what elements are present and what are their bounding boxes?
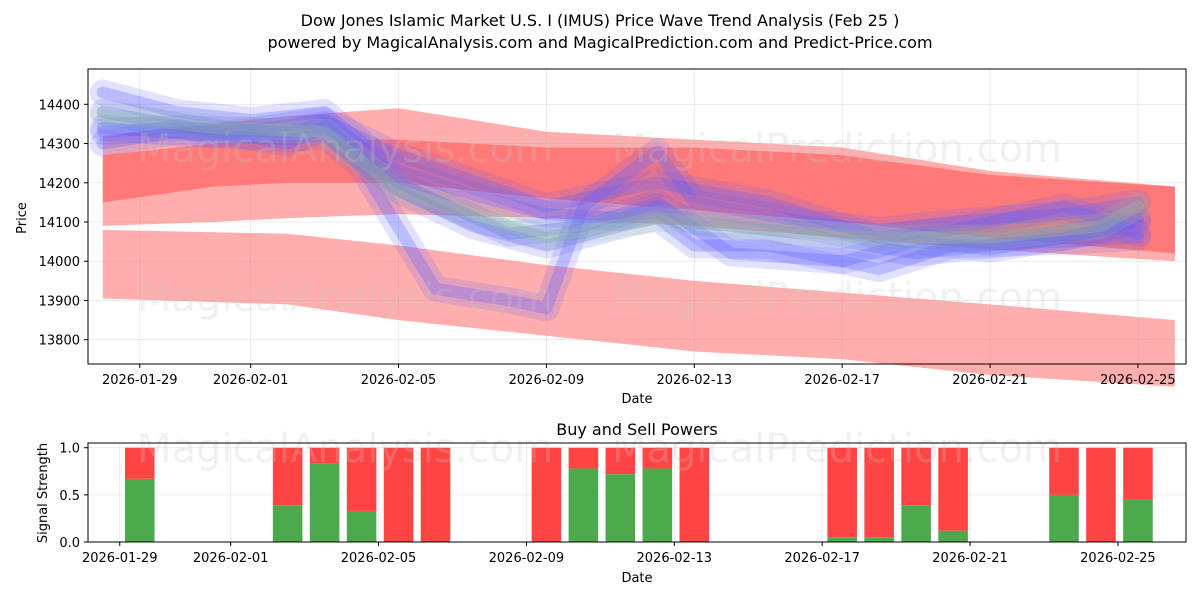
buy-bar (901, 505, 931, 542)
price-plot-frame (87, 68, 1187, 365)
price-wave-glow-1 (89, 118, 1151, 322)
chart-title: Dow Jones Islamic Market U.S. I (IMUS) P… (301, 11, 900, 30)
sell-bar (568, 447, 599, 469)
price-wave-glow-0 (89, 79, 1151, 267)
buy-bar (272, 505, 303, 542)
buy-bar (568, 468, 599, 542)
watermark-analysis-mid: MagicalAnalysis.com (137, 275, 553, 321)
buy-bar (1123, 499, 1153, 542)
price-bands (102, 108, 1175, 387)
price-y-tick-label: 13800 (39, 334, 80, 349)
buy-bar (938, 530, 968, 542)
sell-bar (679, 447, 710, 542)
chart-subtitle: powered by MagicalAnalysis.com and Magic… (267, 33, 932, 52)
signal-axes: 2026-01-29 2026-02-01 2026-02-05 2026-02-09… (59, 442, 1155, 566)
price-wave-glow-3 (89, 99, 1151, 275)
signal-x-tick-label: 2026-02-13 (637, 551, 713, 566)
price-wave-5 (96, 110, 1144, 244)
sell-bar (864, 447, 894, 538)
sell-bar (420, 447, 451, 542)
watermark-analysis-bottom: MagicalAnalysis.com (137, 426, 553, 472)
price-band-2 (102, 229, 1175, 387)
price-wave-chart: MagicalAnalysis.com MagicalPrediction.co… (15, 68, 1187, 407)
price-y-tick-label: 14400 (39, 98, 80, 113)
buy-bar (642, 468, 673, 542)
sell-bar (827, 447, 857, 538)
signal-y-tick-label: 0.0 (59, 536, 80, 551)
price-x-tick-label: 2026-02-21 (952, 373, 1028, 388)
price-x-tick-label: 2026-02-17 (804, 373, 880, 388)
price-y-tick-label: 14200 (39, 177, 80, 192)
signal-x-tick-label: 2026-02-21 (932, 551, 1008, 566)
signal-x-tick-label: 2026-02-25 (1080, 551, 1156, 566)
price-wave-4 (96, 113, 1144, 244)
signal-plot-frame (87, 442, 1187, 543)
watermark-analysis-top: MagicalAnalysis.com (137, 126, 553, 172)
price-y-tick-label: 14300 (39, 138, 80, 153)
price-x-tick-label: 2026-02-25 (1100, 373, 1176, 388)
signal-x-tick-label: 2026-02-17 (784, 551, 860, 566)
price-wave-0 (96, 86, 1144, 260)
sell-bar (272, 447, 303, 506)
sell-bar (1049, 447, 1079, 495)
buy-bar (309, 463, 340, 542)
price-x-tick-label: 2026-02-01 (213, 373, 289, 388)
price-y-tick-label: 13900 (39, 294, 80, 309)
sell-bar (309, 447, 340, 464)
price-band-1 (102, 139, 1175, 254)
price-x-axis-label: Date (621, 392, 652, 407)
watermark-prediction-bottom: MagicalPrediction.com (612, 426, 1062, 472)
price-y-axis-label: Price (15, 202, 30, 234)
price-wave-2 (96, 117, 1144, 276)
price-x-tick-label: 2026-02-05 (361, 373, 437, 388)
signal-bars (124, 447, 1153, 542)
sell-bar (383, 447, 414, 542)
sell-bar (1123, 447, 1153, 500)
buy-bar (605, 474, 636, 542)
buy-sell-powers-chart: Buy and Sell Powers MagicalAnalysis.com … (36, 420, 1187, 586)
sell-bar (346, 447, 377, 511)
price-axes: 2026-01-29 2026-02-01 2026-02-05 2026-02-09… (39, 98, 1176, 388)
sell-bar (531, 447, 562, 542)
price-x-tick-label: 2026-02-13 (657, 373, 733, 388)
price-y-tick-label: 14100 (39, 216, 80, 231)
sell-bar (124, 447, 155, 479)
watermark-prediction-top: MagicalPrediction.com (612, 126, 1062, 172)
signal-x-tick-label: 2026-02-09 (489, 551, 565, 566)
watermark-prediction-mid: MagicalPrediction.com (612, 275, 1062, 321)
buy-bar (124, 478, 155, 542)
signal-y-tick-label: 0.5 (59, 489, 80, 504)
sell-bar (1086, 447, 1116, 542)
buy-bar (346, 510, 377, 542)
price-y-tick-label: 14000 (39, 255, 80, 270)
buy-bar (1049, 494, 1079, 542)
buy-sell-title: Buy and Sell Powers (556, 420, 718, 439)
signal-x-tick-label: 2026-02-01 (193, 551, 269, 566)
price-watermarks: MagicalAnalysis.com MagicalPrediction.co… (137, 126, 1062, 321)
price-x-tick-label: 2026-02-09 (509, 373, 585, 388)
sell-bar (901, 447, 931, 506)
sell-bar (605, 447, 636, 475)
price-x-tick-label: 2026-01-29 (102, 373, 178, 388)
signal-x-tick-label: 2026-02-05 (341, 551, 417, 566)
buy-bar (864, 537, 894, 542)
price-waves (89, 79, 1151, 322)
signal-y-axis-label: Signal Strength (36, 443, 51, 543)
price-wave-1 (96, 125, 1144, 315)
signal-y-tick-label: 1.0 (59, 442, 80, 457)
price-wave-glow-5 (89, 103, 1151, 251)
signal-x-axis-label: Date (621, 571, 652, 586)
price-wave-glow-2 (89, 110, 1151, 283)
buy-bar (827, 537, 857, 542)
sell-bar (938, 447, 968, 531)
signal-x-tick-label: 2026-01-29 (82, 551, 158, 566)
price-wave-3 (96, 106, 1144, 268)
price-wave-glow-4 (89, 106, 1151, 251)
sell-bar (642, 447, 673, 469)
